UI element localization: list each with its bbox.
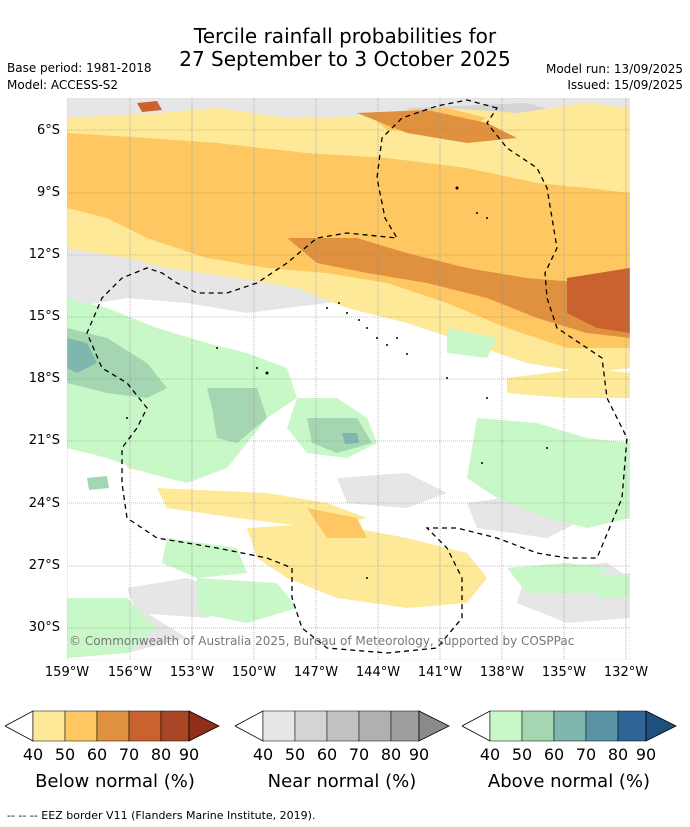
above-tick-50: 50 — [511, 745, 533, 764]
lat-label-24s: 24°S — [28, 496, 60, 511]
near-tick-80: 80 — [380, 745, 402, 764]
lon-label-132w: 132°W — [603, 665, 649, 680]
lon-label-138w: 138°W — [479, 665, 525, 680]
below-tick-70: 70 — [118, 745, 140, 764]
map-copyright: © Commonwealth of Australia 2025, Bureau… — [69, 634, 574, 648]
above-tick-80: 80 — [607, 745, 629, 764]
lat-label-27s: 27°S — [28, 558, 60, 573]
near-normal-label: Near normal (%) — [267, 771, 417, 792]
map-gridlines — [67, 98, 630, 660]
eez-footer-note: -- -- -- EEZ border V11 (Flanders Marine… — [7, 809, 316, 822]
lat-label-15s: 15°S — [28, 309, 60, 324]
issued-date: Issued: 15/09/2025 — [567, 78, 683, 92]
lat-label-18s: 18°S — [28, 371, 60, 386]
lat-label-21s: 21°S — [28, 433, 60, 448]
lon-label-156w: 156°W — [107, 665, 153, 680]
colorbar-below-svg — [5, 710, 220, 742]
colorbar-near-svg — [235, 710, 450, 742]
near-tick-50: 50 — [284, 745, 306, 764]
base-period: Base period: 1981-2018 — [7, 61, 152, 75]
map-title-line1: Tercile rainfall probabilities for — [193, 24, 497, 48]
map-title-line2: 27 September to 3 October 2025 — [179, 47, 511, 71]
model-run: Model run: 13/09/2025 — [545, 62, 683, 76]
above-tick-40: 40 — [479, 745, 501, 764]
below-tick-80: 80 — [150, 745, 172, 764]
lat-label-9s: 9°S — [36, 185, 60, 200]
below-tick-60: 60 — [86, 745, 108, 764]
below-tick-50: 50 — [54, 745, 76, 764]
islands — [126, 186, 548, 579]
colorbar-below-normal — [5, 710, 225, 742]
lon-label-135w: 135°W — [541, 665, 587, 680]
below-tick-90: 90 — [178, 745, 200, 764]
colorbar-above-svg — [462, 710, 677, 742]
above-normal-label: Above normal (%) — [487, 771, 651, 792]
above-tick-90: 90 — [635, 745, 657, 764]
colorbar-above-normal — [462, 710, 682, 742]
above-tick-60: 60 — [543, 745, 565, 764]
rainfall-map: © Commonwealth of Australia 2025, Bureau… — [67, 98, 630, 660]
below-normal-label: Below normal (%) — [35, 771, 195, 792]
lon-label-144w: 144°W — [355, 665, 401, 680]
lat-label-30s: 30°S — [28, 620, 60, 635]
eez-border — [86, 99, 628, 654]
above-tick-70: 70 — [575, 745, 597, 764]
lon-label-150w: 150°W — [231, 665, 277, 680]
model-name: Model: ACCESS-S2 — [7, 78, 119, 92]
lon-label-141w: 141°W — [417, 665, 463, 680]
colorbar-near-normal — [235, 710, 455, 742]
lon-label-147w: 147°W — [293, 665, 339, 680]
below-tick-40: 40 — [22, 745, 44, 764]
near-tick-90: 90 — [408, 745, 430, 764]
lon-label-153w: 153°W — [169, 665, 215, 680]
near-tick-60: 60 — [316, 745, 338, 764]
near-tick-70: 70 — [348, 745, 370, 764]
lat-label-6s: 6°S — [36, 123, 60, 138]
near-tick-40: 40 — [252, 745, 274, 764]
lon-label-159w: 159°W — [44, 665, 90, 680]
below-normal-shading — [67, 101, 630, 608]
rainfall-map-svg: © Commonwealth of Australia 2025, Bureau… — [67, 98, 630, 660]
lat-label-12s: 12°S — [28, 247, 60, 262]
above-normal-shading — [67, 298, 630, 658]
